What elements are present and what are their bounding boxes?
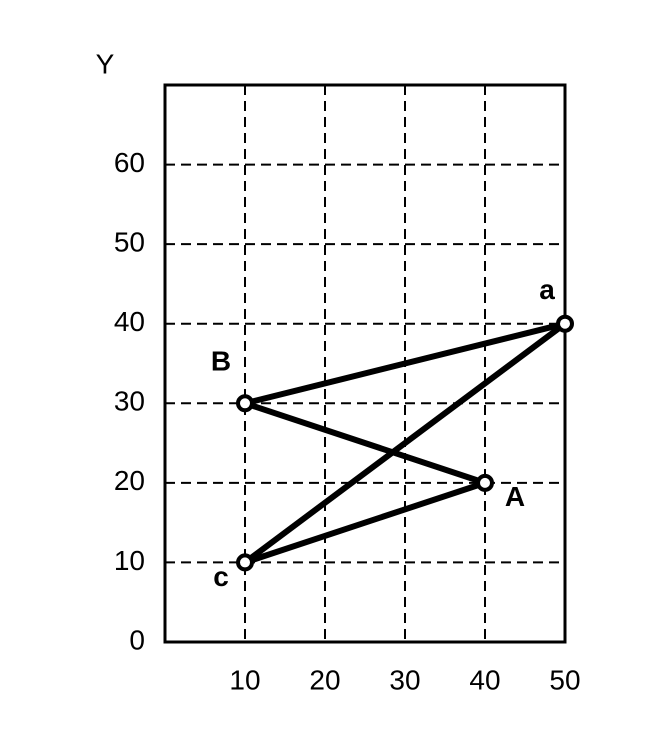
x-tick-label: 20 (309, 664, 340, 695)
x-tick-label: 10 (229, 664, 260, 695)
plot-frame (163, 83, 567, 644)
point (556, 314, 574, 333)
x-tick-label: 30 (389, 664, 420, 695)
y-tick-label: 50 (114, 227, 145, 258)
point (236, 553, 254, 572)
y-tick-label: 0 (129, 624, 145, 655)
point-label: a (539, 274, 555, 305)
line-segment (242, 320, 568, 566)
x-tick-label: 50 (549, 664, 580, 695)
y-axis-label: Y (96, 48, 115, 79)
point-label: A (505, 481, 525, 512)
y-tick-label: 40 (114, 306, 145, 337)
y-tick-label: 20 (114, 465, 145, 496)
point-label: B (211, 346, 231, 377)
point-label: c (213, 561, 229, 592)
x-tick-label: 40 (469, 664, 500, 695)
y-tick-label: 30 (114, 386, 145, 417)
line-segment (242, 320, 568, 407)
line-segment (242, 479, 488, 566)
point (476, 473, 494, 492)
y-tick-label: 10 (114, 545, 145, 576)
y-tick-label: 60 (114, 147, 145, 178)
line-segment (242, 400, 488, 486)
point (236, 394, 254, 413)
